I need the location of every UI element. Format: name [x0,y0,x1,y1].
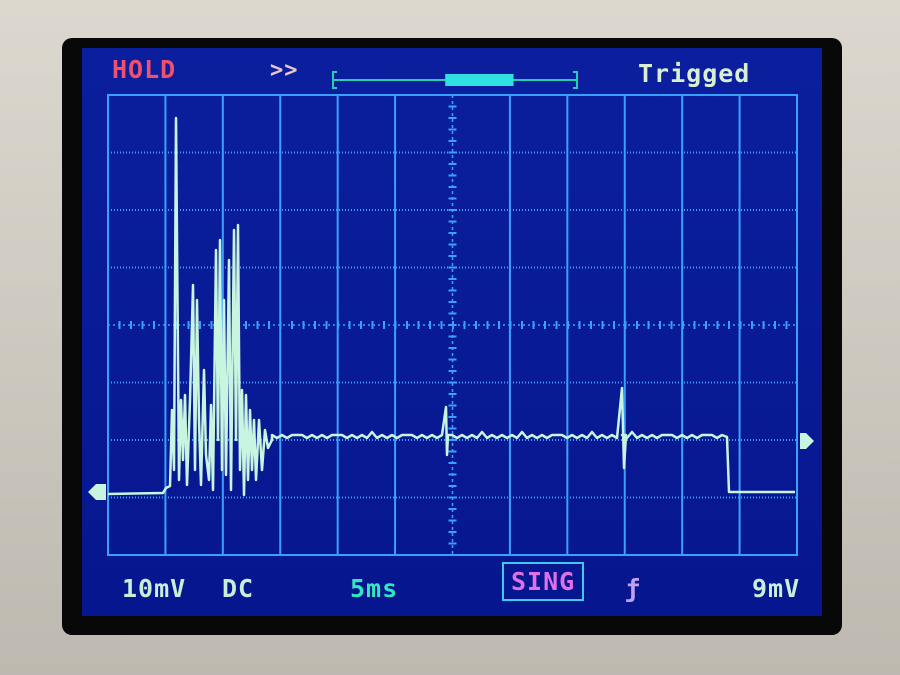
hold-indicator: HOLD [112,55,177,84]
buffer-window [445,74,514,86]
trigger-mode: SING [502,562,585,601]
ground-marker [88,484,106,500]
trigger-status: Trigged [638,59,751,88]
trigger-level-marker [800,433,814,449]
coupling-mode: DC [222,574,255,603]
rising-edge-icon: ƒ [625,574,642,603]
time-per-div: 5ms [350,574,399,603]
signal-trace [107,116,795,497]
volts-per-div: 10mV [122,574,187,603]
trigger-level: 9mV [752,574,801,603]
double-chevron-right-icon: >> [270,58,299,83]
